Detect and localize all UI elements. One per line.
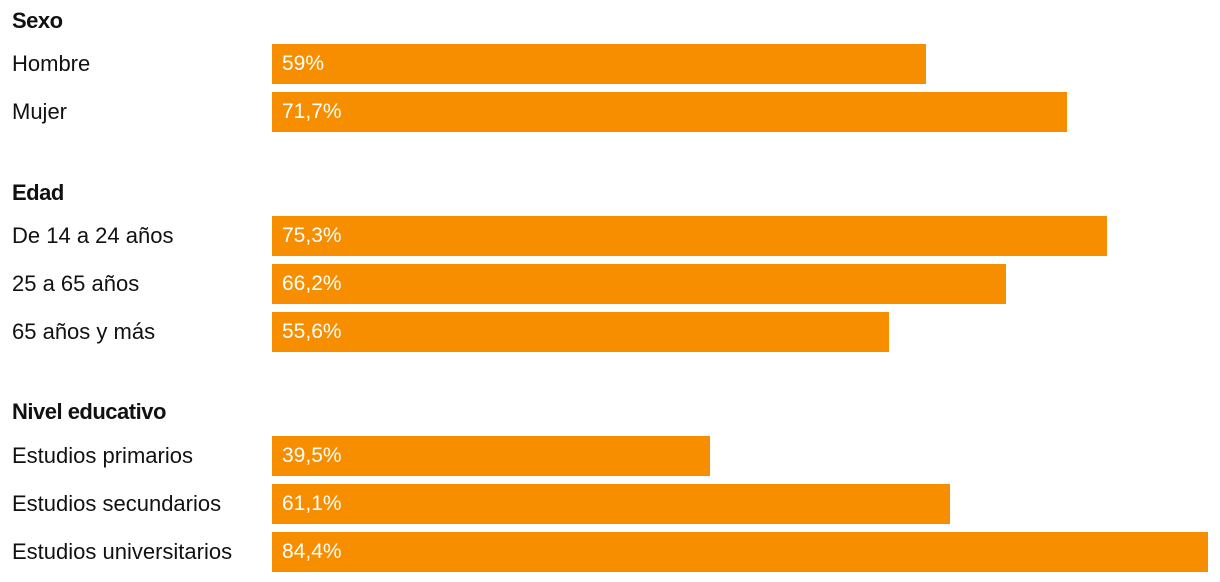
- category-label: De 14 a 24 años: [12, 223, 174, 248]
- category-label: Estudios primarios: [12, 443, 193, 468]
- bar: [272, 436, 710, 476]
- data-label: 75,3%: [282, 224, 342, 247]
- bar: [272, 312, 889, 352]
- bar: [272, 216, 1107, 256]
- category-label: Hombre: [12, 51, 91, 76]
- category-label: 65 años y más: [12, 319, 156, 344]
- group-title: Sexo: [12, 8, 63, 33]
- data-label: 66,2%: [282, 272, 342, 295]
- data-label: 39,5%: [282, 444, 342, 467]
- category-label: 25 a 65 años: [12, 271, 140, 296]
- data-label: 84,4%: [282, 540, 342, 563]
- category-label: Mujer: [12, 99, 68, 124]
- category-label: Estudios secundarios: [12, 491, 222, 516]
- group-title: Edad: [12, 180, 64, 205]
- data-label: 55,6%: [282, 320, 342, 343]
- bar: [272, 532, 1208, 572]
- group-title: Nivel educativo: [12, 399, 166, 424]
- data-label: 61,1%: [282, 492, 342, 515]
- bar: [272, 44, 926, 84]
- category-label: Estudios universitarios: [12, 539, 233, 564]
- bar: [272, 484, 950, 524]
- bar: [272, 264, 1006, 304]
- bar: [272, 92, 1067, 132]
- data-label: 71,7%: [282, 100, 342, 123]
- data-label: 59%: [282, 52, 325, 75]
